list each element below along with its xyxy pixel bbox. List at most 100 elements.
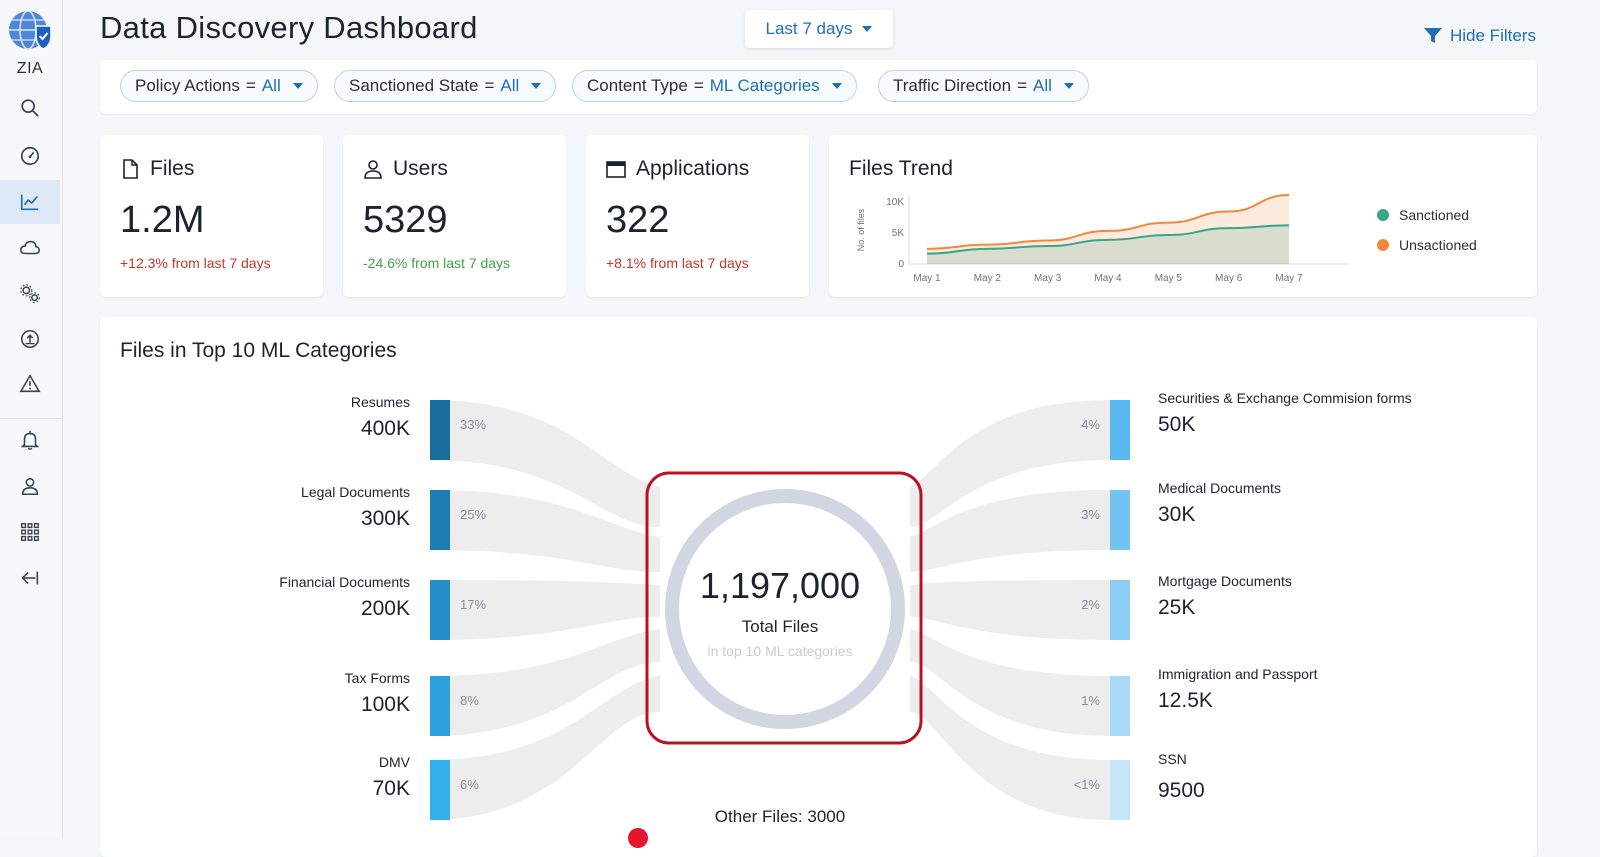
category-pct: 1% xyxy=(1081,693,1100,708)
users-value: 5329 xyxy=(363,199,448,241)
category-bar-financial-documents[interactable] xyxy=(430,580,450,640)
flow-left xyxy=(430,580,660,640)
files-trend-card[interactable]: Files Trend No. of files 10K 5K 0 May 1 M… xyxy=(829,135,1537,297)
category-bar-mortgage-documents[interactable] xyxy=(1110,580,1130,640)
files-stat-card[interactable]: Files 1.2M +12.3% from last 7 days xyxy=(100,135,323,297)
category-value: 400K xyxy=(360,417,410,440)
filter-label: Policy Actions xyxy=(135,76,240,95)
total-files-sublabel: in top 10 ML categories xyxy=(707,643,853,659)
flow-right xyxy=(910,629,1110,736)
category-bar-dmv[interactable] xyxy=(430,760,450,820)
cloud-icon[interactable] xyxy=(0,226,60,270)
category-name: Securities & Exchange Commision forms xyxy=(1158,390,1412,406)
users-title-text: Users xyxy=(393,157,448,180)
sidebar-divider xyxy=(0,418,62,419)
category-bar-resumes[interactable] xyxy=(430,400,450,460)
trend-line-sanctioned xyxy=(926,224,1290,255)
zia-globe-logo-icon[interactable] xyxy=(6,8,54,52)
category-bar-immigration-passport[interactable] xyxy=(1110,676,1130,736)
filter-label: Sanctioned State xyxy=(349,76,479,95)
category-pct: 2% xyxy=(1081,597,1100,612)
flow-right xyxy=(910,580,1110,640)
bell-icon[interactable] xyxy=(0,418,60,462)
category-pct: 17% xyxy=(460,597,487,612)
flow-left xyxy=(430,629,660,736)
applications-stat-card[interactable]: Applications 322 +8.1% from last 7 days xyxy=(586,135,809,297)
category-name: Mortgage Documents xyxy=(1158,573,1292,589)
date-range-label: Last 7 days xyxy=(765,19,853,38)
total-files-value: 1,197,000 xyxy=(699,565,861,606)
category-value: 30K xyxy=(1158,503,1196,526)
category-bar-securities[interactable] xyxy=(1110,400,1130,460)
filter-eq: = xyxy=(1017,76,1028,95)
caret-down-icon xyxy=(531,83,542,89)
settings-gears-icon[interactable] xyxy=(0,272,60,316)
other-files-label: Other Files: 3000 xyxy=(714,807,846,826)
applications-card-title: Applications xyxy=(606,157,749,181)
category-name: Legal Documents xyxy=(301,484,410,500)
y-tick-label: 0 xyxy=(898,259,904,270)
caret-down-icon xyxy=(292,83,303,89)
flow-right xyxy=(910,490,1110,572)
flow-left xyxy=(430,490,660,572)
filter-label: Content Type xyxy=(587,76,688,95)
app-name: ZIA xyxy=(16,60,44,77)
category-pct: 33% xyxy=(460,417,487,432)
users-stat-card[interactable]: Users 5329 -24.6% from last 7 days xyxy=(343,135,566,297)
date-range-select[interactable]: Last 7 days xyxy=(745,10,893,48)
category-bar-medical-documents[interactable] xyxy=(1110,490,1130,550)
category-name: SSN xyxy=(1158,751,1187,767)
filter-bar: Policy Actions = All Sanctioned State = All … xyxy=(100,60,1537,114)
category-value: 200K xyxy=(360,597,410,620)
category-bar-legal-documents[interactable] xyxy=(430,490,450,550)
caret-down-icon xyxy=(862,26,873,32)
filter-value: All xyxy=(500,76,520,95)
category-name: Medical Documents xyxy=(1158,480,1281,496)
category-bar-tax-forms[interactable] xyxy=(430,676,450,736)
hide-filters-button[interactable]: Hide Filters xyxy=(1424,26,1536,46)
category-pct: <1% xyxy=(1073,777,1100,792)
ml-categories-card[interactable]: Files in Top 10 ML Categories Resumes 40… xyxy=(100,317,1537,857)
alert-triangle-icon[interactable] xyxy=(0,362,60,406)
total-files-label: Total Files xyxy=(741,617,819,636)
filter-chip-content-type[interactable]: Content Type = ML Categories xyxy=(572,70,857,102)
category-name: Resumes xyxy=(350,394,410,410)
applications-change: +8.1% from last 7 days xyxy=(606,255,749,271)
files-change: +12.3% from last 7 days xyxy=(120,255,271,271)
legend-label: Sanctioned xyxy=(1399,207,1470,223)
category-value: 9500 xyxy=(1158,779,1205,802)
category-value: 25K xyxy=(1158,596,1196,619)
apps-grid-icon[interactable] xyxy=(0,510,60,554)
search-icon[interactable] xyxy=(0,86,60,130)
filter-eq: = xyxy=(245,76,256,95)
analytics-chart-icon[interactable] xyxy=(0,180,60,224)
files-trend-chart: No. of files 10K 5K 0 May 1 May 2 May 3 May… xyxy=(856,194,1349,284)
category-value: 12.5K xyxy=(1158,689,1213,712)
category-value: 70K xyxy=(372,777,410,800)
caret-down-icon xyxy=(831,83,842,89)
user-icon xyxy=(364,160,382,179)
category-value: 300K xyxy=(360,507,410,530)
collapse-arrow-icon[interactable] xyxy=(0,556,60,600)
upload-icon[interactable] xyxy=(0,317,60,361)
y-axis-label: No. of files xyxy=(856,208,866,251)
files-trend-title: Files Trend xyxy=(849,157,953,180)
filter-chip-sanctioned-state[interactable]: Sanctioned State = All xyxy=(334,70,557,102)
filter-label: Traffic Direction xyxy=(893,76,1012,95)
trend-line-unsactioned xyxy=(926,194,1290,250)
applications-title-text: Applications xyxy=(636,157,750,180)
category-bar-ssn[interactable] xyxy=(1110,760,1130,820)
filter-chip-traffic-direction[interactable]: Traffic Direction = All xyxy=(878,70,1089,102)
filter-chip-policy-actions[interactable]: Policy Actions = All xyxy=(120,70,318,102)
x-tick-label: May 4 xyxy=(1094,273,1122,284)
total-files-ring xyxy=(665,489,905,729)
user-icon[interactable] xyxy=(0,464,60,508)
dashboard-gauge-icon[interactable] xyxy=(0,134,60,178)
category-name: Tax Forms xyxy=(344,670,410,686)
y-tick-label: 10K xyxy=(886,197,904,208)
caret-down-icon xyxy=(1063,83,1074,89)
x-tick-label: May 3 xyxy=(1034,273,1062,284)
x-tick-label: May 5 xyxy=(1155,273,1183,284)
file-icon xyxy=(123,159,138,179)
x-tick-label: May 1 xyxy=(913,273,941,284)
